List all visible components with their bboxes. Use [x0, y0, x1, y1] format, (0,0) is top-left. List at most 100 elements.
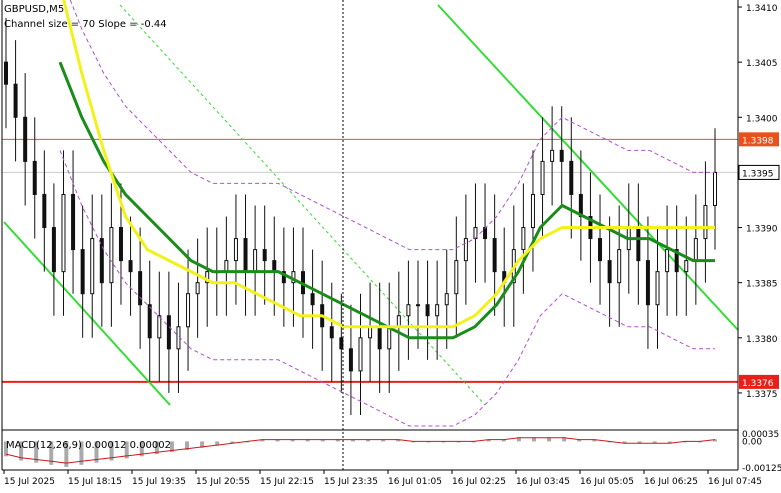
macd-histogram-bar: [154, 441, 159, 455]
macd-histogram-bar: [275, 439, 280, 442]
macd-histogram-bar: [501, 439, 506, 442]
macd-histogram-bar: [64, 441, 69, 467]
macd-histogram-bar: [4, 441, 8, 457]
envelope-lower: [59, 150, 715, 427]
candle-body: [281, 271, 286, 284]
candle-body: [550, 149, 555, 162]
macd-histogram-bar: [547, 437, 552, 442]
macd-histogram-bar: [577, 439, 582, 442]
candle-body: [693, 238, 698, 262]
candle-body: [607, 260, 612, 284]
candle-body: [272, 260, 277, 273]
x-tick-label: 15 Jul 20:55: [196, 477, 250, 487]
x-tick-label: 16 Jul 01:05: [388, 477, 442, 487]
candle-body: [530, 193, 535, 229]
macd-histogram-bar: [320, 439, 325, 442]
macd-histogram-bar: [637, 441, 642, 444]
macd-histogram-bar: [139, 441, 144, 457]
macd-histogram-bar: [381, 439, 386, 442]
candle-body: [569, 160, 574, 195]
x-tick-label: 16 Jul 06:25: [644, 477, 698, 487]
candle-body: [521, 227, 526, 251]
macd-label: MACD(12,26,9) 0.00012 0.00002: [6, 440, 171, 451]
candle-body: [339, 337, 344, 350]
y-tick-label: 1.3405: [746, 59, 778, 69]
candle-body: [42, 193, 47, 229]
macd-histogram-bar: [260, 439, 265, 442]
x-tick-label: 15 Jul 2025: [4, 477, 55, 487]
x-tick-label: 16 Jul 03:45: [516, 477, 570, 487]
candle-body: [645, 260, 650, 306]
envelope-upper: [69, 0, 715, 251]
macd-histogram-bar: [622, 441, 627, 444]
candle-body: [377, 326, 382, 350]
macd-y-tick-label: 0.00035: [742, 430, 779, 440]
candle-body: [147, 304, 152, 339]
candle-body: [138, 271, 143, 306]
macd-histogram-bar: [245, 441, 250, 443]
candle-body: [118, 227, 123, 262]
candle-body: [157, 315, 162, 339]
candle-body: [61, 193, 66, 273]
x-tick-label: 15 Jul 18:15: [68, 477, 122, 487]
y-tick-label: 1.3400: [746, 114, 778, 124]
macd-histogram-bar: [426, 441, 431, 443]
candle-body: [674, 249, 679, 273]
candle-body: [703, 204, 708, 240]
macd-histogram-bar: [516, 437, 521, 442]
macd-histogram-bar: [335, 439, 340, 442]
macd-pane[interactable]: [4, 437, 717, 467]
candle-body: [186, 293, 191, 328]
level-price-label: 1.3398: [742, 136, 774, 146]
candle-body: [262, 249, 267, 262]
candle-body: [253, 249, 258, 273]
candle-body: [243, 238, 248, 273]
macd-histogram-bar: [124, 441, 129, 459]
candle-body: [559, 149, 564, 162]
candle-body: [310, 293, 315, 306]
macd-histogram-bar: [350, 439, 355, 442]
macd-histogram-bar: [667, 441, 672, 444]
candle-body: [684, 260, 689, 273]
macd-histogram-bar: [562, 437, 567, 442]
candle-body: [396, 315, 401, 328]
macd-histogram-bar: [531, 437, 536, 442]
candle-body: [348, 348, 353, 372]
candle-body: [636, 227, 641, 262]
macd-histogram-bar: [456, 441, 461, 443]
moving-average-yellow: [62, 0, 715, 329]
macd-y-tick-label: 0.00: [742, 437, 762, 447]
x-tick-label: 16 Jul 07:45: [708, 477, 762, 487]
candle-body: [90, 238, 95, 295]
x-tick-label: 15 Jul 19:35: [132, 477, 186, 487]
macd-histogram-bar: [185, 441, 190, 450]
x-tick-label: 15 Jul 23:35: [324, 477, 378, 487]
x-tick-label: 16 Jul 05:05: [580, 477, 634, 487]
candle-body: [655, 271, 660, 306]
y-tick-label: 1.3375: [746, 390, 778, 400]
candle-body: [224, 260, 229, 273]
candle-body: [32, 160, 37, 195]
candle-body: [406, 304, 411, 317]
macd-histogram-bar: [411, 441, 416, 443]
main-pane[interactable]: [2, 0, 739, 427]
macd-histogram-bar: [471, 441, 476, 443]
macd-histogram-bar: [109, 441, 114, 461]
candle-body: [13, 83, 18, 118]
candle-body: [444, 293, 449, 306]
y-tick-label: 1.3385: [746, 280, 778, 290]
macd-histogram-bar: [49, 441, 54, 465]
current-price-label: 1.3395: [742, 169, 774, 179]
candle-body: [205, 271, 210, 284]
candle-body: [617, 249, 622, 284]
macd-histogram-bar: [441, 441, 446, 443]
candle-body: [492, 238, 497, 273]
candle-body: [329, 326, 334, 339]
x-tick-label: 16 Jul 02:25: [452, 477, 506, 487]
candle-body: [128, 260, 133, 273]
candle-body: [23, 116, 28, 162]
macd-histogram-bar: [592, 439, 597, 442]
macd-histogram-bar: [682, 441, 687, 443]
